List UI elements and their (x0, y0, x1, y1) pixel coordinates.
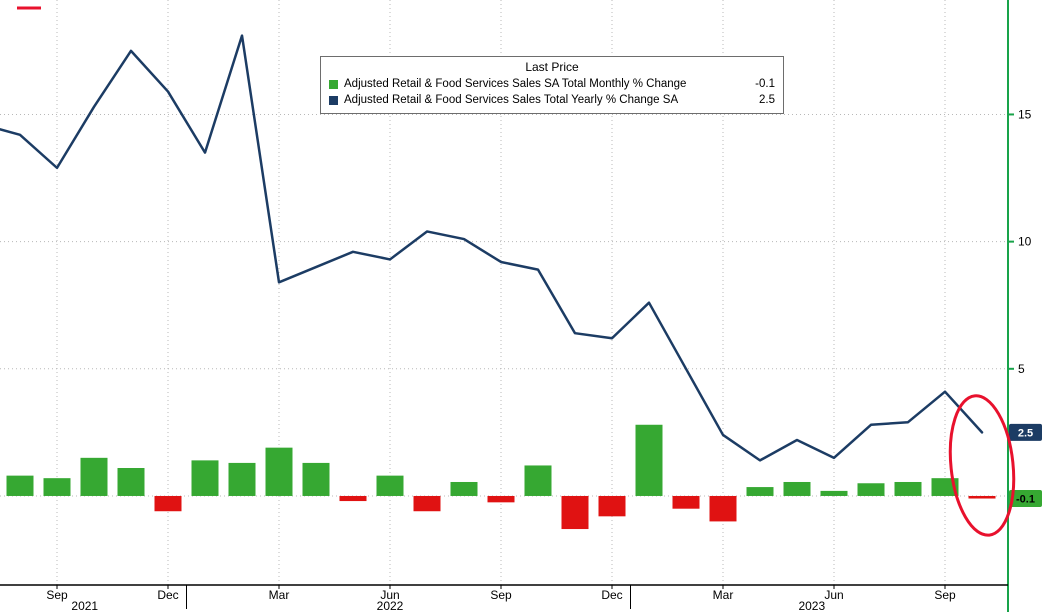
y-axis-tick-label: 15 (1018, 107, 1032, 121)
monthly-change-bar (746, 487, 774, 496)
monthly-change-bar (413, 495, 441, 512)
x-axis-year-label: 2023 (798, 599, 825, 612)
x-axis-year-label: 2022 (377, 599, 404, 612)
x-axis-tick-label: Dec (157, 588, 178, 602)
monthly-change-bar (635, 424, 663, 496)
monthly-change-bar (265, 447, 293, 496)
monthly-change-bar (6, 475, 34, 496)
legend-title: Last Price (525, 60, 579, 74)
yearly-change-line (0, 34, 984, 462)
monthly-change-bar (487, 495, 515, 503)
monthly-change-bar (783, 481, 811, 496)
monthly-change-bar (598, 495, 626, 517)
x-axis-tick-label: Jun (380, 588, 399, 602)
last-price-label-bg (1009, 423, 1042, 441)
legend-label-monthly: Adjusted Retail & Food Services Sales SA… (344, 78, 687, 90)
x-axis-tick-label: Jun (824, 588, 843, 602)
monthly-change-bar (154, 495, 182, 512)
last-price-label: 2.5 (1018, 427, 1033, 439)
x-axis-year-label: 2021 (71, 599, 98, 612)
yearly-series-swatch-icon (329, 95, 338, 105)
monthly-change-bar (524, 465, 552, 496)
legend-item-yearly-change[interactable]: Adjusted Retail & Food Services Sales To… (329, 92, 775, 108)
monthly-change-bar (857, 483, 885, 496)
monthly-change-bar (968, 495, 996, 499)
monthly-change-bar (820, 490, 848, 496)
legend-value-yearly: 2.5 (759, 94, 775, 106)
monthly-change-bar (450, 481, 478, 496)
x-axis-tick-label: Sep (46, 588, 68, 602)
monthly-change-bar (191, 460, 219, 496)
legend-label-yearly: Adjusted Retail & Food Services Sales To… (344, 94, 679, 106)
monthly-change-bar (894, 481, 922, 496)
x-axis-tick-label: Sep (934, 588, 956, 602)
last-price-label-bg (1009, 490, 1042, 508)
x-axis-tick-label: Dec (601, 588, 622, 602)
monthly-change-bar (228, 462, 256, 496)
chart-legend: Last Price Adjusted Retail & Food Servic… (320, 56, 784, 114)
x-axis-tick-label: Sep (490, 588, 512, 602)
highlight-circle-annotation (948, 394, 1016, 537)
monthly-change-bar (302, 462, 330, 496)
y-axis-tick-label: 10 (1018, 235, 1032, 249)
monthly-change-bar (117, 468, 145, 496)
monthly-change-bar (709, 495, 737, 522)
x-axis-tick-label: Mar (269, 588, 290, 602)
monthly-change-bar (43, 478, 71, 496)
legend-value-monthly: -0.1 (755, 78, 775, 90)
monthly-series-swatch-icon (329, 79, 338, 89)
y-axis-tick-label: 5 (1018, 362, 1025, 376)
x-axis-tick-label: Mar (713, 588, 734, 602)
last-price-label: -0.1 (1016, 494, 1035, 506)
monthly-change-bar (672, 495, 700, 509)
monthly-change-bar (376, 475, 404, 496)
monthly-change-bar (561, 495, 589, 530)
legend-item-monthly-change[interactable]: Adjusted Retail & Food Services Sales SA… (329, 76, 775, 92)
monthly-change-bar (339, 495, 367, 502)
monthly-change-bar (80, 457, 108, 496)
